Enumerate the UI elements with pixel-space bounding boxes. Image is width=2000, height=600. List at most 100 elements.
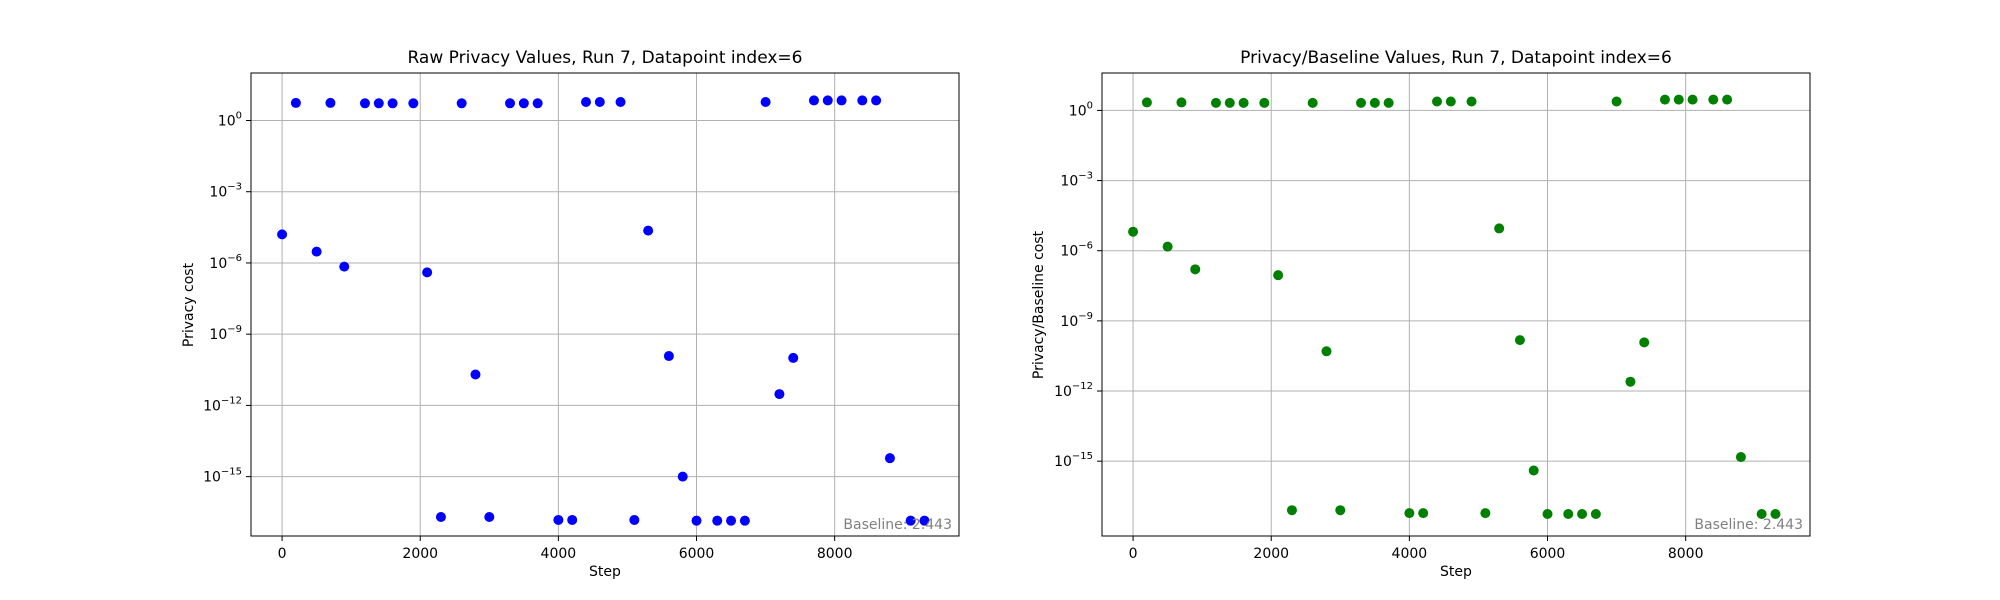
right-data-point xyxy=(1445,96,1456,107)
right-data-point xyxy=(1190,264,1201,275)
left-x-axis-label: Step xyxy=(589,564,621,580)
left-data-point xyxy=(290,97,301,108)
left-data-point xyxy=(532,98,543,109)
right-x-tick-label: 0 xyxy=(1129,546,1138,562)
left-plot-frame xyxy=(250,72,960,537)
left-data-points xyxy=(277,95,930,526)
left-data-point xyxy=(726,515,737,526)
right-data-point xyxy=(1335,505,1346,516)
left-data-point xyxy=(884,453,895,464)
left-data-point xyxy=(857,95,868,106)
right-data-point xyxy=(1238,97,1249,108)
left-data-point xyxy=(484,511,495,522)
left-data-point xyxy=(760,97,771,108)
left-chart-title: Raw Privacy Values, Run 7, Datapoint ind… xyxy=(407,48,802,68)
left-x-tick-label: 4000 xyxy=(541,546,577,562)
left-data-point xyxy=(581,97,592,108)
right-data-point xyxy=(1542,509,1553,520)
right-x-tick-label: 2000 xyxy=(1253,546,1289,562)
right-data-point xyxy=(1176,97,1187,108)
right-data-point xyxy=(1273,270,1284,281)
right-data-point xyxy=(1770,509,1781,520)
left-data-point xyxy=(422,267,433,278)
right-data-point xyxy=(1466,96,1477,107)
right-data-point xyxy=(1494,223,1505,234)
left-data-point xyxy=(712,515,723,526)
left-data-point xyxy=(822,95,833,106)
right-data-point xyxy=(1307,97,1318,108)
left-data-point xyxy=(691,515,702,526)
left-data-point xyxy=(277,229,288,240)
right-data-point xyxy=(1756,509,1767,520)
right-data-point xyxy=(1735,452,1746,463)
left-data-point xyxy=(836,95,847,106)
left-data-point xyxy=(905,515,916,526)
left-x-tick-label: 6000 xyxy=(679,546,715,562)
right-data-point xyxy=(1210,97,1221,108)
left-data-point xyxy=(339,261,350,272)
left-data-point xyxy=(594,97,605,108)
right-data-point xyxy=(1673,94,1684,105)
right-chart-panel: Privacy/Baseline Values, Run 7, Datapoin… xyxy=(1031,48,1811,580)
left-data-point xyxy=(739,515,750,526)
right-data-point xyxy=(1162,241,1173,252)
right-data-point xyxy=(1625,376,1636,387)
left-data-point xyxy=(359,98,370,109)
right-x-tick-label: 4000 xyxy=(1392,546,1428,562)
left-data-point xyxy=(774,389,785,400)
right-data-point xyxy=(1708,94,1719,105)
right-data-point xyxy=(1590,509,1601,520)
right-data-point xyxy=(1224,97,1235,108)
left-x-tick-label: 2000 xyxy=(402,546,438,562)
right-data-point xyxy=(1563,509,1574,520)
left-data-point xyxy=(615,97,626,108)
right-chart-title: Privacy/Baseline Values, Run 7, Datapoin… xyxy=(1240,48,1672,68)
right-data-point xyxy=(1418,508,1429,519)
left-data-point xyxy=(643,225,654,236)
left-data-point xyxy=(470,369,481,380)
right-data-point xyxy=(1286,505,1297,516)
left-data-point xyxy=(387,98,398,109)
right-data-point xyxy=(1659,94,1670,105)
left-grid xyxy=(251,73,959,536)
left-data-point xyxy=(663,351,674,362)
right-data-point xyxy=(1480,508,1491,519)
left-data-point xyxy=(456,98,467,109)
right-data-point xyxy=(1514,335,1525,346)
right-x-tick-label: 8000 xyxy=(1668,546,1704,562)
left-data-point xyxy=(408,98,419,109)
right-data-point xyxy=(1528,465,1539,476)
right-data-point xyxy=(1369,97,1380,108)
left-x-tick-label: 8000 xyxy=(817,546,853,562)
right-axis-ticks: 0 2000 4000 6000 800010010−310−610−910−1210−… xyxy=(1054,100,1703,562)
right-data-point xyxy=(1404,508,1415,519)
left-data-point xyxy=(871,95,882,106)
right-grid xyxy=(1102,73,1810,536)
left-data-point xyxy=(553,514,564,525)
left-data-point xyxy=(788,352,799,363)
left-data-point xyxy=(919,515,930,526)
left-data-point xyxy=(505,98,516,109)
right-data-point xyxy=(1383,97,1394,108)
left-data-point xyxy=(373,98,384,109)
left-baseline-annotation: Baseline: 2.443 xyxy=(843,517,952,533)
left-data-point xyxy=(325,97,336,108)
right-baseline-annotation: Baseline: 2.443 xyxy=(1694,517,1803,533)
right-data-point xyxy=(1687,94,1698,105)
left-y-axis-label: Privacy cost xyxy=(181,262,197,347)
right-data-point xyxy=(1321,346,1332,357)
right-x-tick-label: 6000 xyxy=(1530,546,1566,562)
right-data-point xyxy=(1356,97,1367,108)
right-data-point xyxy=(1577,509,1588,520)
left-data-point xyxy=(435,511,446,522)
right-y-axis-label: Privacy/Baseline cost xyxy=(1031,230,1047,379)
left-data-point xyxy=(808,95,819,106)
right-plot-frame xyxy=(1101,72,1811,537)
right-data-point xyxy=(1639,337,1650,348)
left-data-point xyxy=(567,514,578,525)
left-data-point xyxy=(311,246,322,257)
right-data-points xyxy=(1128,94,1781,520)
right-data-point xyxy=(1259,97,1270,108)
left-data-point xyxy=(518,98,529,109)
